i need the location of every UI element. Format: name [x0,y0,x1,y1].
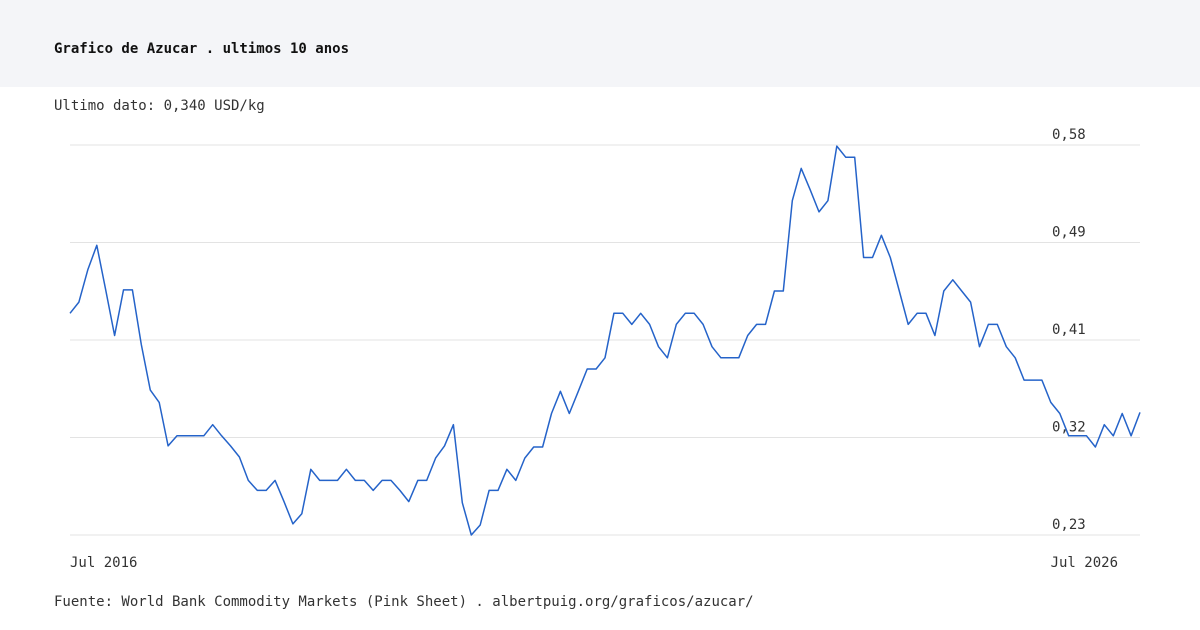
x-tick-label: Jul 2016 [70,555,137,571]
y-tick-label: 0,32 [1052,420,1086,436]
y-tick-label: 0,49 [1052,225,1086,241]
x-tick-label: Jul 2026 [1051,555,1118,571]
source: Fuente: World Bank Commodity Markets (Pi… [54,594,754,610]
page-title: Grafico de Azucar . ultimos 10 anos [54,41,349,57]
y-tick-label: 0,58 [1052,127,1086,143]
y-tick-label: 0,41 [1052,322,1086,338]
y-tick-label: 0,23 [1052,517,1086,533]
data-line [69,145,1141,536]
header-band [0,0,1200,87]
subtitle: Ultimo dato: 0,340 USD/kg [54,98,265,114]
